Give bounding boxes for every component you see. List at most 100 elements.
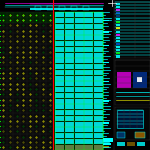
Bar xyxy=(94,58,103,63)
Bar xyxy=(55,52,64,58)
Bar xyxy=(75,41,84,46)
Bar xyxy=(84,133,93,138)
Bar xyxy=(94,30,103,35)
Bar xyxy=(75,139,84,144)
Bar xyxy=(75,47,84,52)
Bar xyxy=(75,104,84,109)
Bar xyxy=(65,35,74,41)
Bar xyxy=(117,142,125,146)
Bar xyxy=(75,30,84,35)
Bar xyxy=(84,127,93,132)
Bar xyxy=(55,24,64,29)
Bar xyxy=(84,104,93,109)
Bar xyxy=(94,47,103,52)
Bar xyxy=(75,52,84,58)
Bar xyxy=(65,145,74,150)
Bar xyxy=(116,30,120,33)
Bar xyxy=(117,110,143,128)
Bar xyxy=(75,18,84,23)
Bar xyxy=(116,24,120,26)
Bar xyxy=(84,41,93,46)
Bar xyxy=(65,52,74,58)
Bar xyxy=(103,45,109,46)
Bar xyxy=(103,20,109,21)
Bar xyxy=(75,24,84,29)
Bar xyxy=(84,70,93,75)
Bar xyxy=(94,122,103,127)
Bar xyxy=(75,64,84,69)
Bar xyxy=(84,81,93,86)
Bar xyxy=(94,76,103,81)
Bar xyxy=(65,81,74,86)
Bar xyxy=(75,87,84,92)
Bar xyxy=(84,64,93,69)
Bar xyxy=(84,12,93,17)
Bar xyxy=(103,138,113,142)
Bar xyxy=(75,133,84,138)
Bar xyxy=(84,99,93,104)
Bar xyxy=(94,133,103,138)
Bar xyxy=(75,76,84,81)
Bar xyxy=(84,122,93,127)
Bar xyxy=(65,64,74,69)
Bar xyxy=(55,139,64,144)
Bar xyxy=(103,146,109,148)
Bar xyxy=(65,133,74,138)
Bar xyxy=(55,81,64,86)
Bar xyxy=(94,104,103,109)
Bar xyxy=(94,145,103,150)
Bar xyxy=(137,77,142,82)
Bar xyxy=(84,24,93,29)
Bar xyxy=(103,143,111,145)
Bar xyxy=(75,127,84,132)
Bar xyxy=(116,18,120,20)
Bar xyxy=(55,70,64,75)
Bar xyxy=(84,35,93,41)
Bar xyxy=(75,58,84,63)
Bar xyxy=(55,87,64,92)
Bar xyxy=(137,142,145,146)
Bar xyxy=(116,40,120,42)
Bar xyxy=(94,139,103,144)
Bar xyxy=(116,52,120,54)
Bar xyxy=(65,47,74,52)
Bar xyxy=(84,47,93,52)
Bar xyxy=(115,107,150,140)
Bar xyxy=(55,99,64,104)
Bar xyxy=(65,99,74,104)
Bar xyxy=(116,55,120,57)
Bar xyxy=(65,76,74,81)
Bar xyxy=(65,41,74,46)
Bar xyxy=(75,110,84,115)
Bar xyxy=(84,110,93,115)
Bar xyxy=(65,30,74,35)
Bar xyxy=(115,60,150,105)
Bar xyxy=(116,43,120,45)
Bar xyxy=(65,24,74,29)
Bar xyxy=(65,127,74,132)
Bar xyxy=(55,64,64,69)
Bar xyxy=(55,127,64,132)
Bar xyxy=(94,52,103,58)
Bar xyxy=(65,116,74,121)
Bar xyxy=(55,133,64,138)
Bar xyxy=(94,127,103,132)
Bar xyxy=(55,110,64,115)
Bar xyxy=(0,12,53,17)
Bar xyxy=(55,58,64,63)
Bar xyxy=(75,99,84,104)
Bar xyxy=(94,145,103,150)
Bar xyxy=(0,17,53,23)
Bar xyxy=(116,3,120,5)
Bar xyxy=(94,12,103,17)
Bar xyxy=(55,12,64,17)
Bar xyxy=(94,99,103,104)
Bar xyxy=(84,18,93,23)
Bar xyxy=(75,81,84,86)
Bar xyxy=(75,145,84,150)
Bar xyxy=(84,30,93,35)
Bar xyxy=(84,58,93,63)
Bar xyxy=(65,104,74,109)
Bar xyxy=(75,122,84,127)
Bar xyxy=(84,116,93,121)
